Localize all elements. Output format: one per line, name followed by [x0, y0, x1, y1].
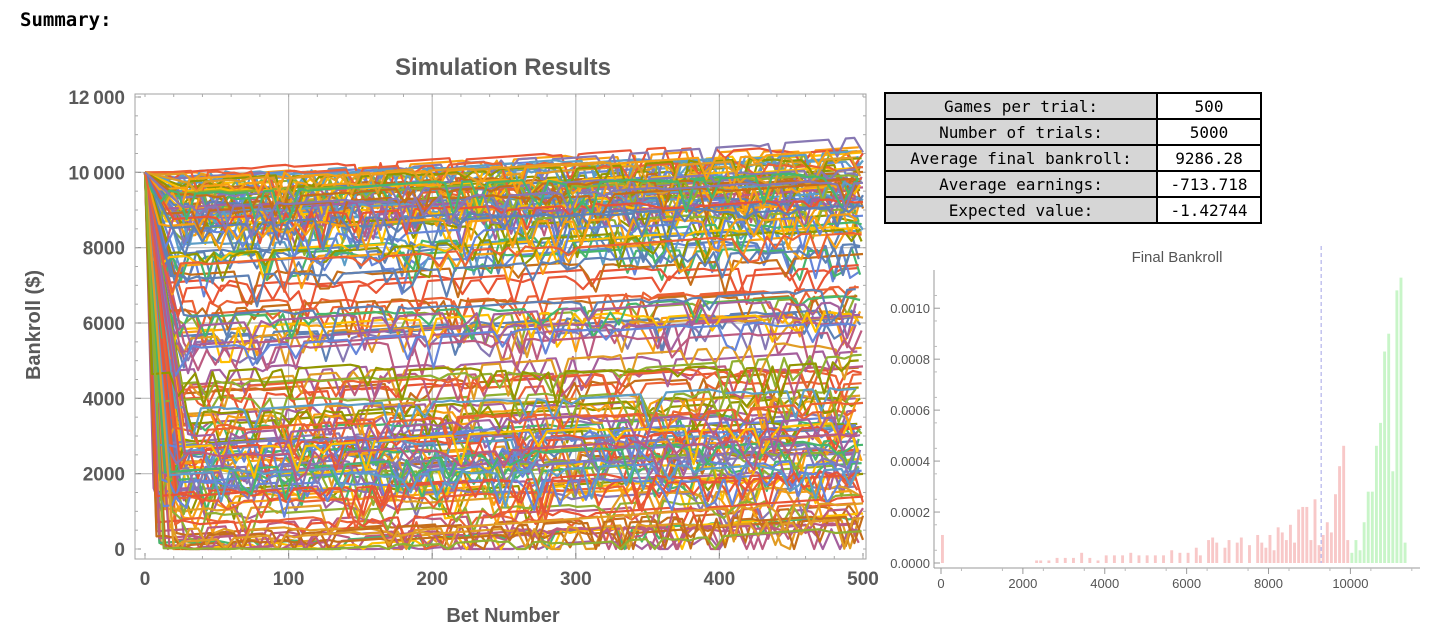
stats-row: Average final bankroll: 9286.28	[884, 144, 1262, 172]
trial-line	[143, 172, 857, 351]
trial-line	[143, 172, 857, 377]
trial-line	[143, 172, 862, 411]
stats-label: Average final bankroll:	[884, 144, 1158, 172]
stats-row: Games per trial: 500	[884, 92, 1262, 120]
trial-line	[143, 172, 856, 440]
x-tick-label: 0	[140, 569, 151, 590]
trial-line	[143, 172, 857, 427]
trial-line	[143, 171, 860, 223]
bankroll-axis-label: Bankroll ($)	[23, 270, 45, 380]
stats-label: Expected value:	[884, 196, 1158, 224]
trial-line	[143, 172, 862, 551]
y-tick-label: 6000	[83, 314, 125, 335]
trial-line	[144, 150, 862, 211]
trial-line	[143, 172, 860, 508]
trial-line	[143, 172, 856, 343]
trial-line	[143, 172, 864, 551]
y-tick-label: 8000	[83, 239, 125, 260]
stats-label: Average earnings:	[884, 170, 1158, 198]
trial-line	[143, 172, 858, 253]
stats-row: Number of trials: 5000	[884, 118, 1262, 146]
trial-line	[143, 172, 861, 364]
trial-line	[143, 172, 861, 308]
trial-line	[143, 172, 859, 441]
trial-line	[143, 172, 859, 479]
trial-line	[143, 172, 862, 518]
y-tick-label: 4000	[83, 389, 125, 410]
trial-line	[143, 172, 862, 399]
trial-line	[143, 172, 859, 283]
y-tick-label: 10 000	[68, 163, 125, 184]
stats-value: -1.42744	[1156, 196, 1262, 224]
trial-line	[143, 172, 862, 283]
trial-line	[143, 172, 863, 379]
trial-line	[144, 171, 858, 256]
y-tick-label: 0	[114, 540, 125, 561]
stats-label: Games per trial:	[884, 92, 1158, 120]
trial-line	[143, 172, 859, 407]
trial-line	[143, 172, 865, 516]
trial-line	[143, 172, 862, 551]
trial-line	[143, 172, 861, 288]
stats-value: 9286.28	[1156, 144, 1262, 172]
y-tick-label: 2000	[83, 465, 125, 486]
summary-stats-table: Games per trial: 500 Number of trials: 5000…	[884, 92, 1262, 224]
stats-row: Average earnings: -713.718	[884, 170, 1262, 198]
stats-row: Expected value: -1.42744	[884, 196, 1262, 224]
stats-label: Number of trials:	[884, 118, 1158, 146]
trial-line	[143, 172, 861, 469]
bet-number-axis-label: Bet Number	[446, 605, 560, 627]
trial-line	[143, 172, 856, 476]
summary-heading: Summary:	[20, 9, 112, 31]
trial-line	[143, 172, 862, 365]
trial-line	[144, 171, 864, 249]
x-tick-label: 500	[847, 569, 879, 590]
trial-line	[143, 172, 858, 482]
x-tick-label: 400	[704, 569, 736, 590]
stats-value: 500	[1156, 92, 1262, 120]
trial-line	[143, 172, 861, 455]
stats-value: -713.718	[1156, 170, 1262, 198]
trial-line	[143, 172, 859, 519]
x-tick-label: 100	[273, 569, 305, 590]
plot-frame	[134, 93, 867, 560]
stats-value: 5000	[1156, 118, 1262, 146]
trial-line	[143, 172, 858, 338]
main-chart-axes: 0 100 200 300 400 500 0 2000 4000 6000 8000 10 000 1…	[68, 88, 878, 590]
trial-line	[143, 172, 862, 294]
trial-line	[143, 172, 859, 319]
x-tick-label: 200	[416, 569, 448, 590]
simulation-trial-lines	[143, 136, 865, 551]
trial-line	[143, 172, 864, 366]
trial-line	[143, 172, 861, 375]
trial-line	[143, 172, 859, 551]
x-tick-label: 300	[560, 569, 592, 590]
trial-line	[144, 146, 864, 199]
trial-line	[144, 171, 864, 239]
y-tick-label: 12 000	[68, 88, 125, 109]
trial-line	[143, 172, 862, 425]
trial-line	[143, 172, 864, 501]
simulation-results-title: Simulation Results	[395, 54, 611, 81]
trial-line	[144, 156, 856, 205]
